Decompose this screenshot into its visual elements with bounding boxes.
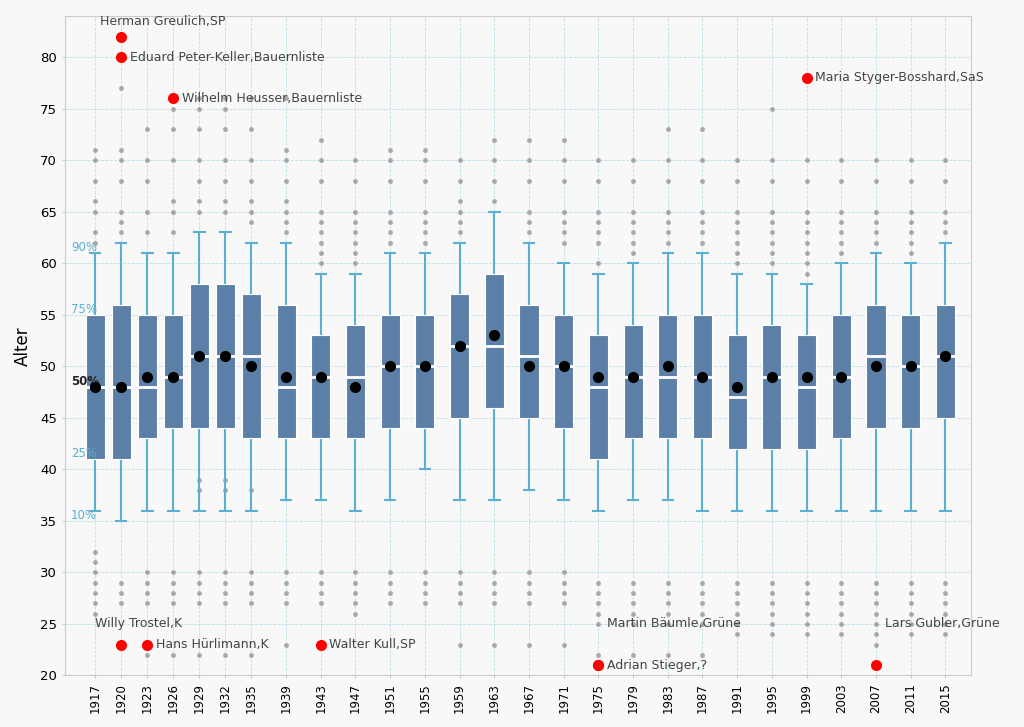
Text: Eduard Peter-Keller,Bauernliste: Eduard Peter-Keller,Bauernliste <box>130 51 325 64</box>
Text: 90%: 90% <box>71 241 97 254</box>
Text: Martin Bäumle,Grüne: Martin Bäumle,Grüne <box>607 617 741 630</box>
Bar <box>936 305 955 418</box>
Text: Herman Greulich,SP: Herman Greulich,SP <box>99 15 225 28</box>
Bar <box>762 325 781 449</box>
Text: 50%: 50% <box>71 375 99 388</box>
Bar <box>189 284 209 428</box>
Bar <box>346 325 365 438</box>
Text: Lars Gubler,Grüne: Lars Gubler,Grüne <box>885 617 999 630</box>
Bar <box>112 305 131 459</box>
Bar <box>866 305 886 428</box>
Bar <box>450 294 469 418</box>
Bar <box>164 315 183 428</box>
Bar <box>276 305 296 438</box>
Bar <box>86 315 104 459</box>
Bar <box>216 284 234 428</box>
Bar <box>519 305 539 418</box>
Bar <box>901 315 921 428</box>
Text: Wilhelm Heusser,Bauernliste: Wilhelm Heusser,Bauernliste <box>182 92 362 105</box>
Bar <box>693 315 712 438</box>
Bar <box>484 273 504 408</box>
Bar <box>589 335 608 459</box>
Text: 25%: 25% <box>71 447 97 460</box>
Bar <box>831 315 851 438</box>
Bar <box>658 315 677 438</box>
Text: 75%: 75% <box>71 303 97 316</box>
Bar <box>624 325 643 438</box>
Bar <box>728 335 746 449</box>
Y-axis label: Alter: Alter <box>14 326 32 366</box>
Bar <box>242 294 261 438</box>
Bar <box>138 315 157 438</box>
Bar <box>381 315 399 428</box>
Bar <box>797 335 816 449</box>
Text: Willy Trostel,K: Willy Trostel,K <box>95 617 182 630</box>
Text: Hans Hürlimann,K: Hans Hürlimann,K <box>156 638 268 651</box>
Bar <box>416 315 434 428</box>
Text: Maria Styger-Bosshard,SaS: Maria Styger-Bosshard,SaS <box>815 71 984 84</box>
Bar <box>311 335 331 438</box>
Text: 10%: 10% <box>71 509 97 522</box>
Bar <box>554 315 573 428</box>
Text: Adrian Stieger,?: Adrian Stieger,? <box>607 659 708 672</box>
Text: Walter Kull,SP: Walter Kull,SP <box>330 638 416 651</box>
